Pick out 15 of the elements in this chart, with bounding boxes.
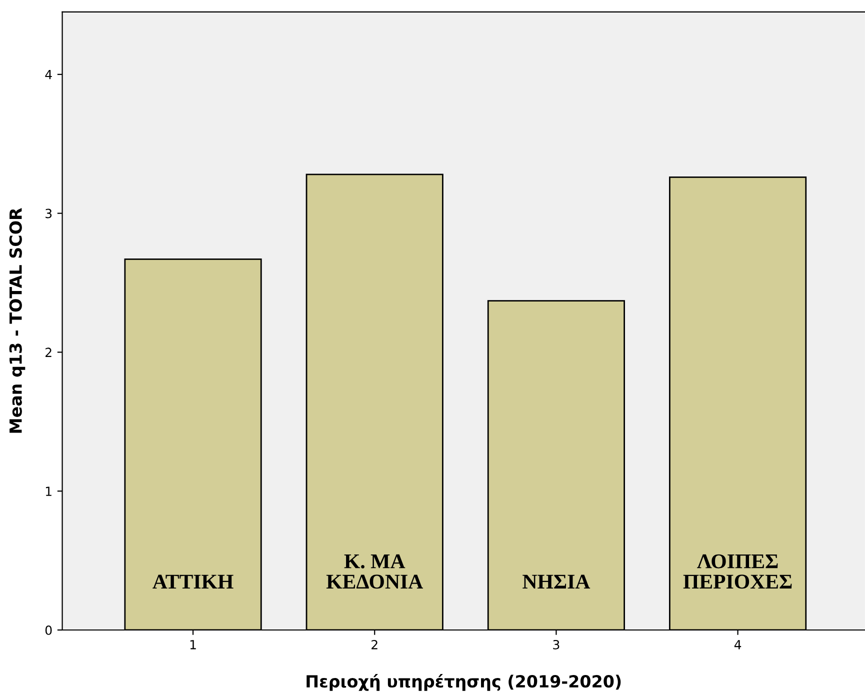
y-tick-label: 0 (45, 625, 52, 635)
x-tick-label: 1 (190, 640, 196, 650)
y-tick-label: 4 (45, 70, 52, 80)
annotation: ΛΟΙΠΕΣ ΠΕΡΙΟΧΕΣ (683, 554, 792, 589)
x-tick-label: 3 (553, 640, 560, 650)
annotation: ΑΤΤΙΚΗ (152, 574, 234, 588)
y-tick-label: 3 (46, 208, 52, 218)
x-tick-label: 4 (734, 640, 742, 650)
x-axis-title: Περιοχή υπηρέτησης (2019-2020) (306, 674, 621, 691)
x-tick-label: 2 (372, 640, 378, 650)
annotation: ΝΗΣΙΑ (522, 574, 590, 588)
y-tick-label: 2 (46, 348, 52, 357)
y-tick-label: 1 (46, 486, 52, 496)
y-axis-title: Mean q13 - TOTAL SCOR (9, 208, 26, 433)
annotation: Κ. ΜΑ ΚΕΔΟΝΙΑ (326, 554, 423, 589)
